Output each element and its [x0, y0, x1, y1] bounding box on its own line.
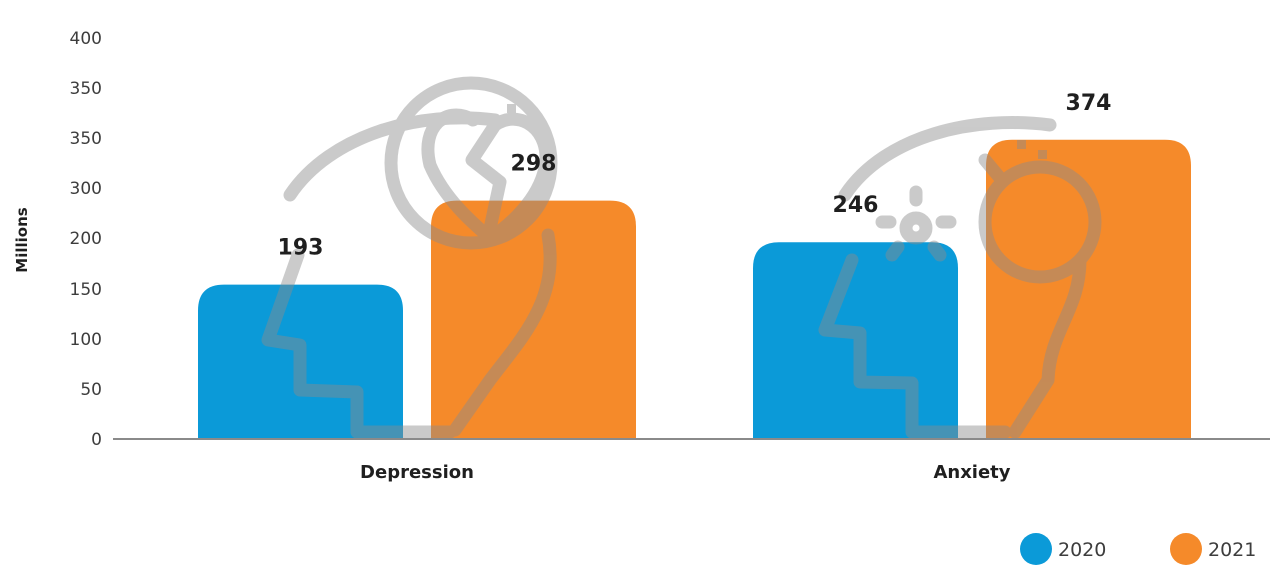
- head-broken-heart-icon: [261, 76, 558, 439]
- bar-anxiety-2021: [986, 139, 1191, 440]
- data-labels-layer: 193 246 298 374: [278, 91, 1112, 261]
- legend-label: 2020: [1058, 539, 1106, 561]
- y-tick-label: 50: [80, 380, 102, 400]
- legend-swatch: [1170, 533, 1202, 565]
- data-label: 246: [833, 193, 879, 218]
- y-tick-label: 300: [70, 179, 102, 199]
- data-label: 298: [511, 152, 557, 177]
- y-axis-label: Millions: [13, 207, 31, 272]
- legend-swatch: [1020, 533, 1052, 565]
- bar-depression-2021: [431, 200, 636, 439]
- category-label: Anxiety: [933, 462, 1010, 483]
- y-tick-label: 350: [70, 129, 102, 149]
- y-tick-label: 350: [70, 79, 102, 99]
- y-tick-label: 100: [70, 330, 102, 350]
- category-label: Depression: [360, 462, 474, 483]
- legend: 2020 2021: [1020, 533, 1256, 565]
- data-label: 193: [278, 236, 324, 261]
- y-tick-label: 0: [91, 430, 102, 450]
- legend-label: 2021: [1208, 539, 1256, 561]
- bar-anxiety-2020: [753, 242, 958, 439]
- bars-layer: [198, 139, 1191, 440]
- y-tick-label: 150: [70, 280, 102, 300]
- y-tick-label: 400: [70, 29, 102, 49]
- category-labels-layer: Depression Anxiety: [360, 462, 1011, 483]
- head-lightbulb-icon: [818, 116, 1102, 439]
- y-tick-label: 200: [70, 229, 102, 249]
- y-axis-ticks: 0 50 100 150 200 300 350 350 400: [70, 29, 102, 450]
- data-label: 374: [1066, 91, 1112, 116]
- bar-depression-2020: [198, 284, 403, 439]
